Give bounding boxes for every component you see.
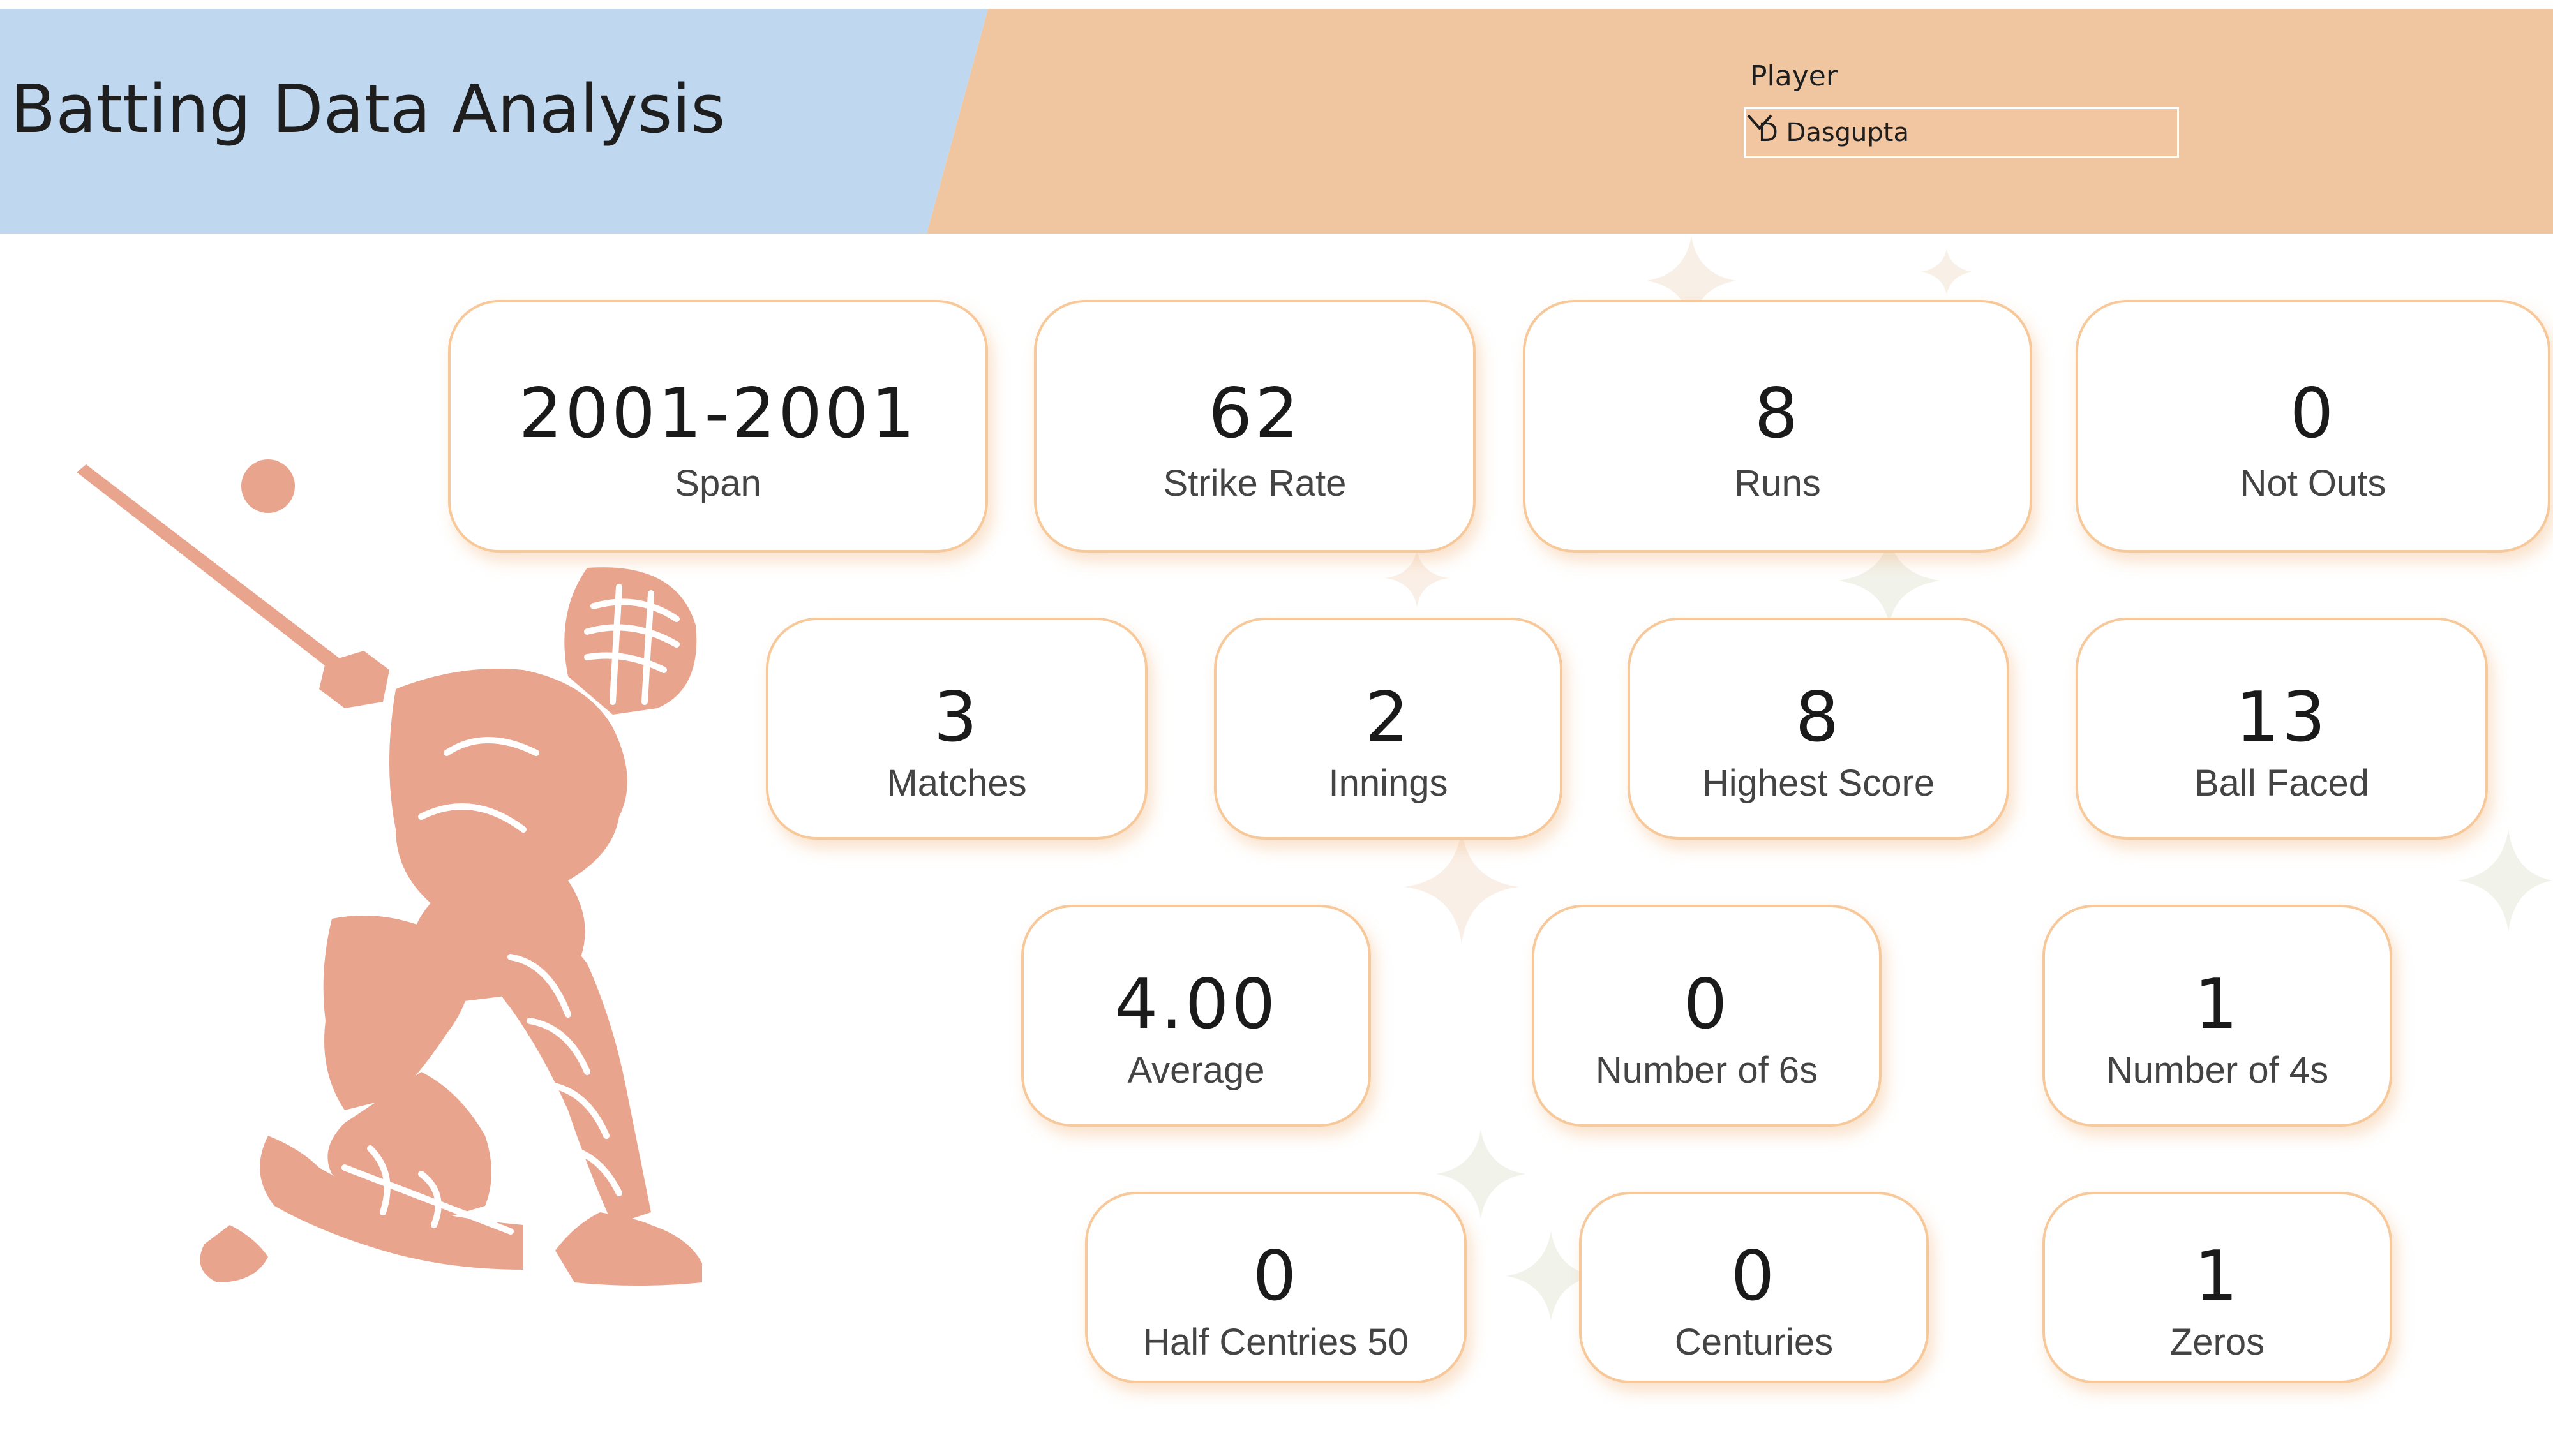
matches-label: Matches [887, 762, 1027, 804]
not-outs-value: 0 [2289, 374, 2337, 454]
span-value: 2001-2001 [518, 374, 918, 454]
runs-value: 8 [1754, 374, 1801, 454]
strike-rate-card: 62 Strike Rate [1034, 300, 1476, 553]
highest-score-card: 8 Highest Score [1628, 618, 2009, 840]
innings-value: 2 [1365, 678, 1412, 757]
cricket-ball-icon [241, 459, 295, 513]
chevron-down-icon[interactable] [1746, 109, 1774, 135]
sparkle-icon [1385, 549, 1449, 607]
cricket-batsman-image [77, 459, 702, 1286]
half-centuries-card: 0 Half Centries 50 [1085, 1192, 1467, 1383]
sparkle-icon [1838, 536, 1940, 625]
centuries-value: 0 [1730, 1237, 1778, 1316]
innings-label: Innings [1328, 762, 1448, 804]
page-title: Batting Data Analysis [10, 70, 726, 148]
span-label: Span [675, 463, 761, 504]
number-of-4s-value: 1 [2194, 965, 2241, 1044]
half-centuries-value: 0 [1252, 1237, 1299, 1316]
player-slicer-label: Player [1750, 60, 1838, 93]
batsman-toe [200, 1225, 268, 1282]
number-of-6s-card: 0 Number of 6s [1532, 905, 1882, 1127]
sparkle-icon [1921, 249, 1972, 295]
sparkle-icon [2457, 829, 2553, 932]
average-value: 4.00 [1114, 965, 1278, 1044]
strike-rate-label: Strike Rate [1163, 463, 1347, 504]
highest-score-label: Highest Score [1702, 762, 1935, 804]
runs-card: 8 Runs [1523, 300, 2032, 553]
average-card: 4.00 Average [1021, 905, 1371, 1127]
number-of-6s-value: 0 [1683, 965, 1730, 1044]
batsman-front-shoe [555, 1212, 702, 1286]
not-outs-label: Not Outs [2240, 463, 2386, 504]
half-centuries-label: Half Centries 50 [1143, 1321, 1409, 1363]
runs-label: Runs [1734, 463, 1821, 504]
player-dropdown[interactable]: D Dasgupta [1744, 107, 2179, 158]
ball-faced-card: 13 Ball Faced [2076, 618, 2488, 840]
cricket-bat [77, 464, 345, 675]
title-band [0, 9, 988, 234]
batsman-torso [389, 669, 627, 912]
average-label: Average [1127, 1050, 1265, 1091]
sparkle-icon [1506, 1231, 1596, 1321]
matches-value: 3 [933, 678, 980, 757]
sparkle-icon [1647, 236, 1736, 325]
number-of-6s-label: Number of 6s [1595, 1050, 1818, 1091]
number-of-4s-card: 1 Number of 4s [2042, 905, 2392, 1127]
slicer-band [927, 9, 2553, 234]
matches-card: 3 Matches [766, 618, 1148, 840]
number-of-4s-label: Number of 4s [2106, 1050, 2329, 1091]
batsman-back-shoe [260, 1136, 523, 1270]
centuries-card: 0 Centuries [1579, 1192, 1929, 1383]
batsman-back-thigh [323, 916, 470, 1110]
span-card: 2001-2001 Span [448, 300, 988, 553]
zeros-value: 1 [2194, 1237, 2241, 1316]
batsman-back-leg [327, 1072, 491, 1225]
zeros-card: 1 Zeros [2042, 1192, 2392, 1383]
batsman-gloves [319, 651, 389, 708]
ball-faced-value: 13 [2235, 678, 2328, 757]
header-background [0, 9, 2553, 234]
sparkle-icon [1404, 829, 1519, 944]
batsman-front-leg-pad [484, 917, 651, 1225]
centuries-label: Centuries [1674, 1321, 1834, 1363]
not-outs-card: 0 Not Outs [2076, 300, 2550, 553]
zeros-label: Zeros [2169, 1321, 2265, 1363]
header-banner: Batting Data Analysis Player D Dasgupta [0, 9, 2553, 234]
ball-faced-label: Ball Faced [2194, 762, 2370, 804]
innings-card: 2 Innings [1214, 618, 1562, 840]
highest-score-value: 8 [1795, 678, 1842, 757]
strike-rate-value: 62 [1208, 374, 1301, 454]
player-dropdown-value: D Dasgupta [1758, 118, 1909, 147]
sparkle-icon [1436, 1129, 1525, 1219]
